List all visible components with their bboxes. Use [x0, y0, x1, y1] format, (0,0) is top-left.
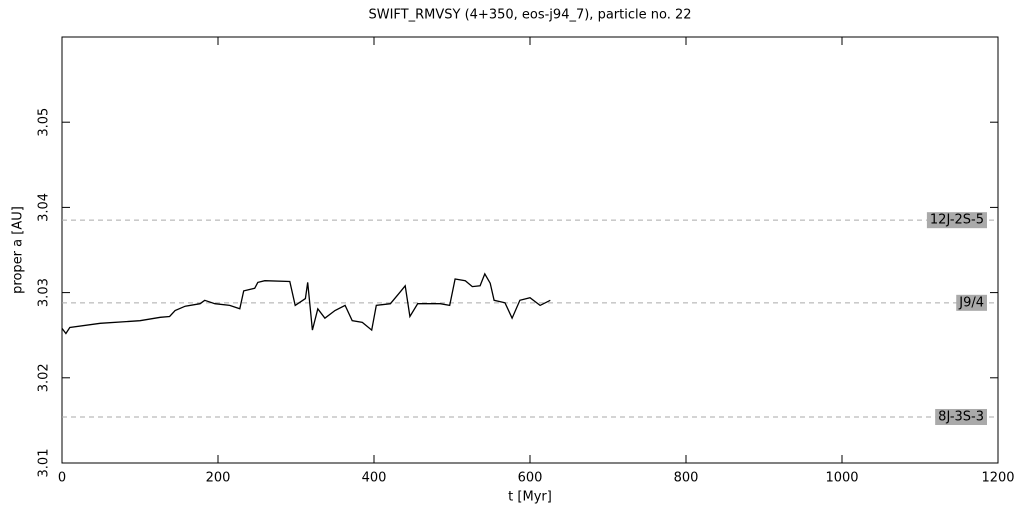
y-tick-label: 3.02 — [37, 363, 52, 392]
resonance-label-bg — [935, 408, 987, 425]
y-tick-label: 3.01 — [37, 449, 52, 478]
resonance-label: J9/4 — [958, 295, 984, 310]
x-tick-label: 400 — [362, 471, 387, 486]
y-axis-label: proper a [AU] — [11, 206, 26, 294]
resonance-label: 12J-2S-5 — [930, 213, 984, 228]
resonance-label-bg — [956, 294, 987, 311]
x-tick-label: 200 — [206, 471, 231, 486]
y-tick-label: 3.05 — [37, 108, 52, 137]
x-axis-label: t [Myr] — [508, 490, 552, 505]
y-tick-label: 3.03 — [37, 278, 52, 307]
chart-title: SWIFT_RMVSY (4+350, eos-j94_7), particle… — [368, 8, 691, 23]
resonance-label-bg — [926, 212, 987, 229]
x-tick-label: 0 — [58, 471, 66, 486]
x-tick-label: 1000 — [825, 471, 858, 486]
y-tick-label: 3.04 — [37, 193, 52, 222]
x-tick-label: 800 — [674, 471, 699, 486]
data-line — [61, 272, 551, 335]
x-tick-label: 1200 — [981, 471, 1014, 486]
plot-frame — [61, 36, 999, 464]
x-tick-label: 600 — [518, 471, 543, 486]
resonance-label: 8J-3S-3 — [938, 409, 984, 424]
